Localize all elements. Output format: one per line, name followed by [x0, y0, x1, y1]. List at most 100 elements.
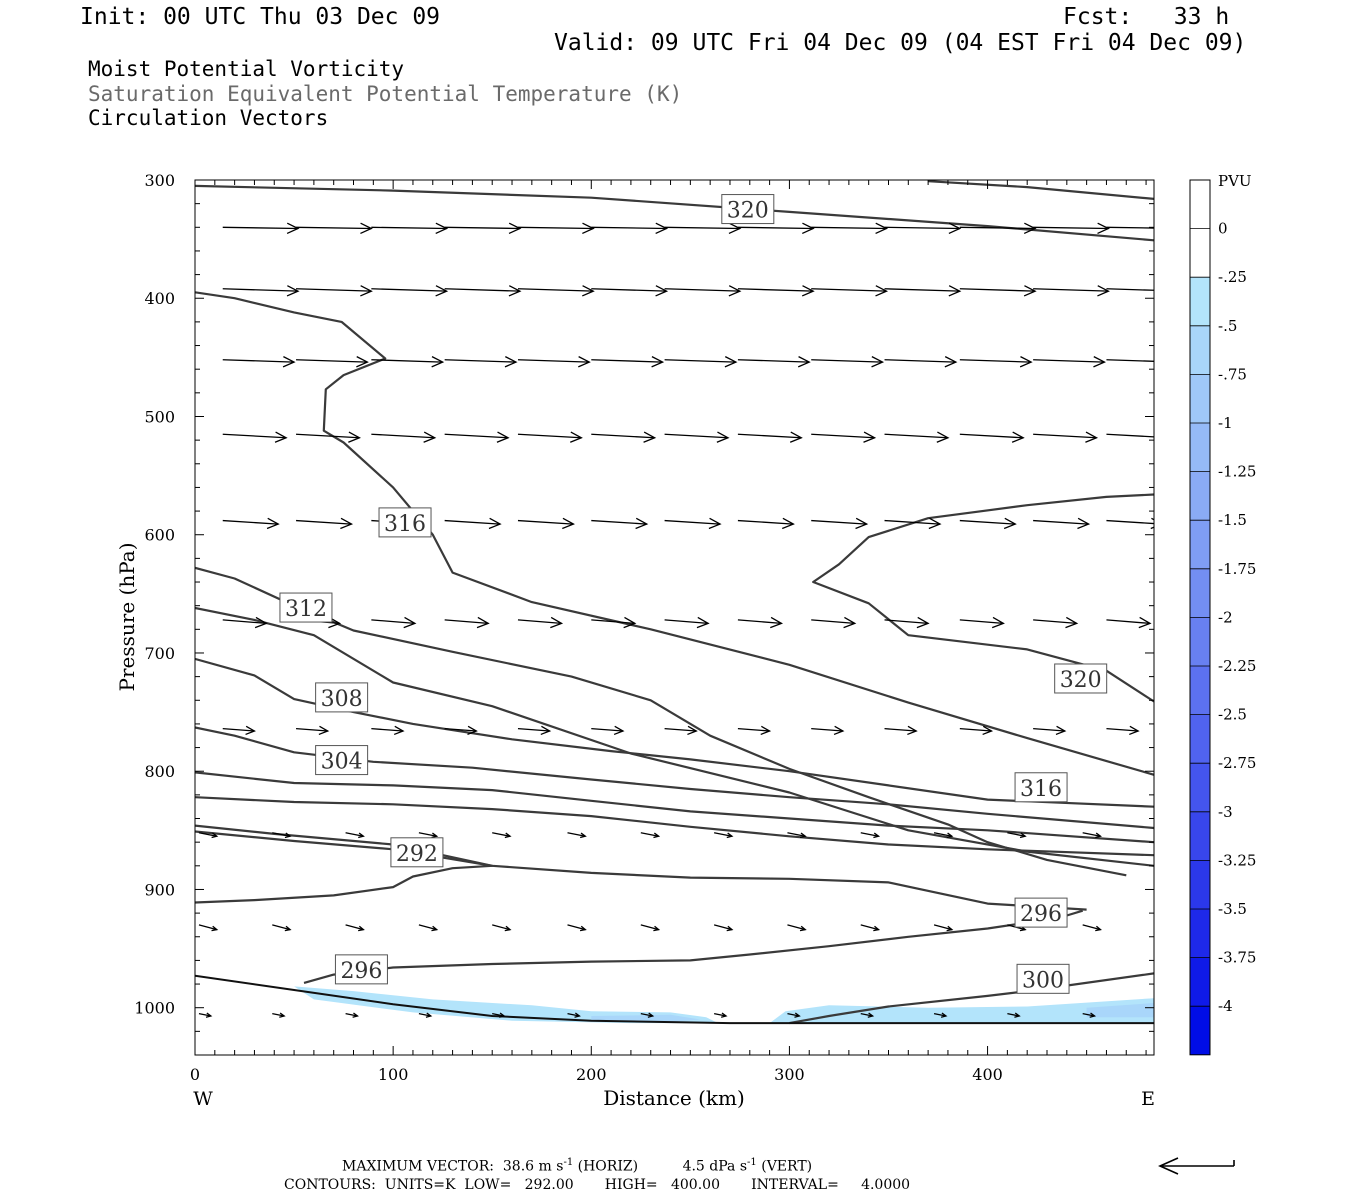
circulation-vector	[567, 924, 587, 932]
colorbar-swatch	[1190, 860, 1210, 909]
colorbar-level-label: -1.25	[1218, 463, 1256, 481]
vector-head	[873, 832, 881, 839]
vector-head	[393, 725, 405, 736]
vector-head	[1095, 832, 1102, 839]
contour-label-312: 312	[279, 592, 333, 623]
vector-head	[623, 616, 637, 629]
vector-shaft	[444, 728, 477, 732]
vector-head	[286, 285, 300, 297]
circulation-vector	[591, 222, 669, 235]
max-vector-line: MAXIMUM VECTOR: 38.6 m s-1 (HORIZ) 4.5 d…	[342, 1157, 812, 1175]
vector-head	[643, 431, 657, 443]
circulation-vector	[492, 924, 512, 932]
vector-head	[348, 431, 361, 443]
contour-label-box	[1014, 772, 1068, 803]
vector-head	[946, 832, 954, 839]
circulation-vector	[371, 285, 449, 297]
vector-head	[431, 356, 445, 368]
colorbar-swatch	[1190, 811, 1210, 861]
circulation-vector	[591, 431, 657, 443]
circulation-vector	[345, 1012, 359, 1018]
vector-head	[431, 832, 439, 839]
circulation-vector	[811, 616, 857, 629]
theta-es-contour-312-5	[195, 606, 1154, 867]
circulation-vector	[517, 356, 591, 368]
circulation-vector	[591, 356, 665, 368]
vector-head	[1055, 725, 1067, 736]
vector-shaft	[517, 359, 590, 363]
y-tick-label: 500	[144, 407, 175, 426]
vert-exponent: -1	[747, 1157, 757, 1168]
vector-head	[653, 925, 661, 932]
vector-shaft	[884, 359, 956, 363]
circulation-vector	[272, 1012, 286, 1018]
circulation-vector	[640, 832, 661, 839]
contour-label-320: 320	[721, 194, 775, 225]
y-tick-label: 400	[144, 289, 175, 308]
colorbar-level-label: -2.75	[1218, 754, 1256, 772]
vector-shaft	[222, 433, 287, 439]
vector-shaft	[591, 619, 635, 625]
vector-shaft	[959, 433, 1024, 439]
circulation-vector	[371, 222, 449, 235]
vector-shaft	[444, 619, 489, 625]
vector-head	[423, 431, 437, 443]
circulation-vector	[371, 725, 405, 736]
vector-shaft	[1082, 832, 1101, 837]
vector-shaft	[371, 359, 443, 363]
vector-head	[655, 222, 669, 235]
circulation-vector	[418, 1012, 433, 1018]
circulation-vector	[567, 1012, 581, 1018]
vector-head	[907, 725, 918, 736]
colorbar-swatch	[1190, 228, 1210, 278]
vector-shaft	[1033, 519, 1089, 525]
vector-shaft	[640, 1012, 653, 1017]
vector-head	[1171, 286, 1182, 296]
circulation-vector	[1082, 924, 1102, 932]
vector-shaft	[567, 832, 586, 837]
vector-head	[435, 285, 449, 297]
colorbar-swatch	[1190, 617, 1210, 666]
colorbar-title: PVU	[1218, 172, 1252, 190]
vector-shaft	[737, 288, 814, 292]
colorbar-swatch	[1190, 909, 1210, 958]
circulation-vector	[296, 285, 373, 297]
contour-label-box	[315, 682, 369, 713]
circulation-vector	[737, 616, 784, 629]
circulation-vector	[884, 725, 918, 736]
vector-head	[266, 517, 280, 530]
colorbar-level-label: -.75	[1218, 365, 1247, 383]
horiz-tag: (HORIZ)	[577, 1158, 639, 1175]
circulation-vector	[884, 517, 942, 530]
contour-label-box	[315, 745, 369, 776]
vector-head	[867, 1012, 875, 1018]
colorbar-swatch	[1190, 520, 1210, 569]
vector-head	[843, 616, 857, 629]
contour-label-text: 316	[384, 512, 426, 537]
circulation-vector	[517, 431, 583, 443]
vector-head	[916, 616, 930, 629]
x-tick-label: 0	[190, 1065, 200, 1084]
circulation-vector	[664, 356, 738, 368]
circulation-vector	[1106, 725, 1140, 736]
circulation-vector	[492, 1012, 506, 1018]
vector-head	[570, 431, 583, 443]
vector-head	[499, 1012, 506, 1018]
circulation-vector	[884, 285, 962, 297]
vert-units: dPa s	[709, 1158, 748, 1175]
circulation-vector	[664, 222, 742, 235]
vector-shaft	[371, 433, 435, 439]
vector-shaft	[860, 1012, 873, 1017]
y-tick-label: 300	[144, 171, 175, 190]
vector-head	[946, 925, 954, 932]
contour-label-text: 320	[727, 199, 769, 224]
contour-label-box	[279, 592, 333, 623]
west-label: W	[193, 1088, 213, 1110]
contour-label-text: 296	[340, 959, 382, 984]
contour-label-text: 316	[1020, 777, 1062, 802]
vector-head	[403, 616, 417, 629]
vector-shaft	[1106, 519, 1154, 525]
circulation-vector	[492, 832, 512, 839]
theta-es-contour-320-3	[812, 493, 1154, 703]
vector-shaft	[811, 619, 855, 625]
